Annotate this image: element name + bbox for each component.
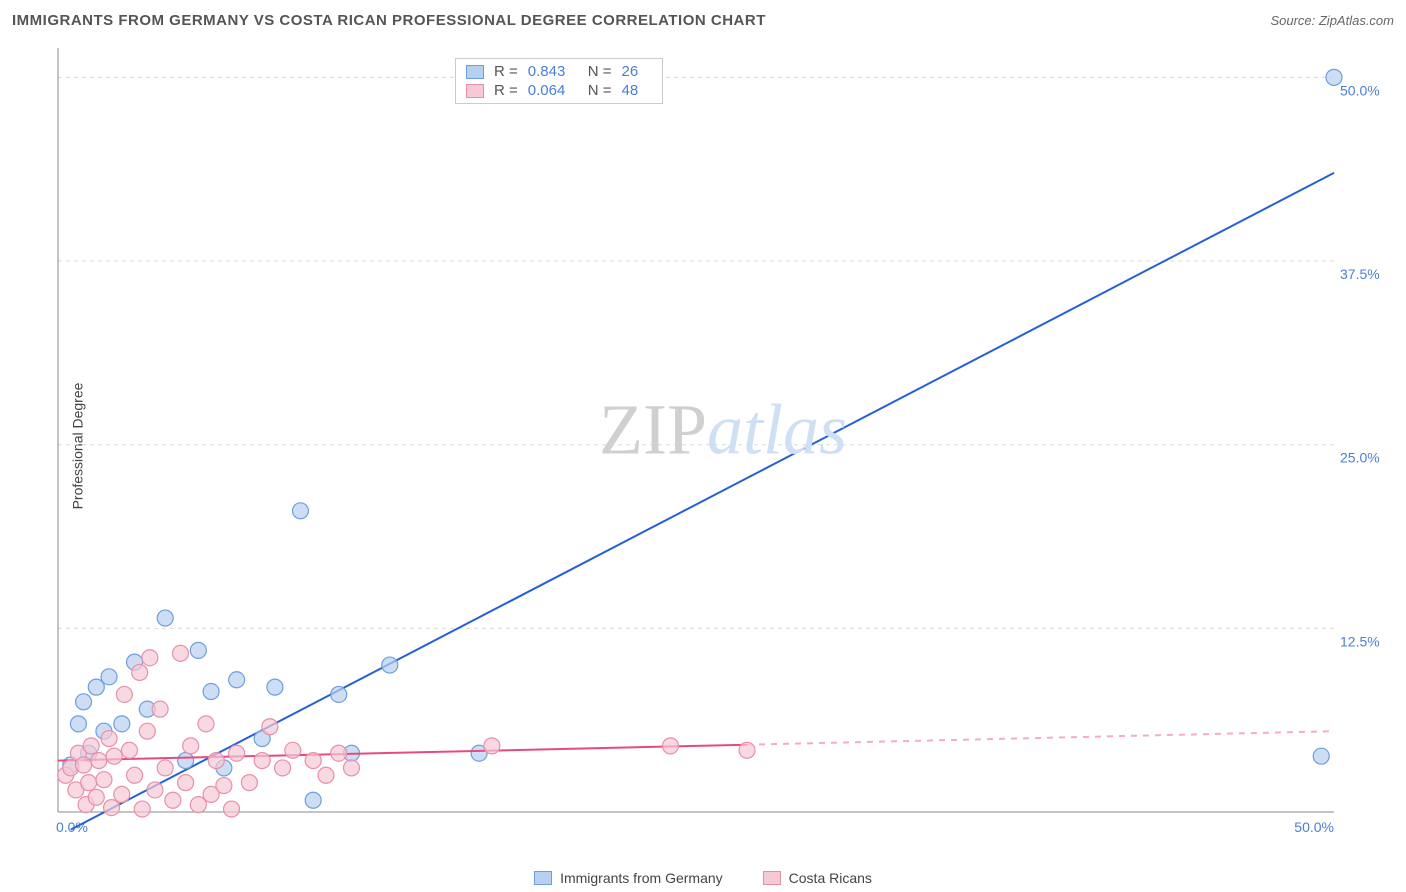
point-costa_rican <box>83 738 99 754</box>
point-costa_rican <box>96 772 112 788</box>
point-costa_rican <box>275 760 291 776</box>
legend-swatch-germany <box>466 65 484 79</box>
point-costa_rican <box>198 716 214 732</box>
point-costa_rican <box>318 767 334 783</box>
chart-header: IMMIGRANTS FROM GERMANY VS COSTA RICAN P… <box>0 0 1406 40</box>
chart-source: Source: ZipAtlas.com <box>1270 13 1394 28</box>
point-costa_rican <box>484 738 500 754</box>
legend-swatch-costa_rican <box>763 871 781 885</box>
point-costa_rican <box>183 738 199 754</box>
point-costa_rican <box>142 650 158 666</box>
point-costa_rican <box>157 760 173 776</box>
legend-label-costa_rican: Costa Ricans <box>789 870 872 886</box>
stat-n-label: N = <box>588 63 612 80</box>
chart-title: IMMIGRANTS FROM GERMANY VS COSTA RICAN P… <box>12 12 766 29</box>
point-germany <box>1313 748 1329 764</box>
point-costa_rican <box>114 786 130 802</box>
chart-svg: 12.5% 25.0% 37.5% 50.0% 0.0% 50.0% <box>50 40 1396 840</box>
point-germany <box>190 642 206 658</box>
point-costa_rican <box>739 742 755 758</box>
point-costa_rican <box>165 792 181 808</box>
point-costa_rican <box>101 731 117 747</box>
legend-label-germany: Immigrants from Germany <box>560 870 723 886</box>
stat-legend: R = 0.843 N = 26 R = 0.064 N = 48 <box>455 58 663 104</box>
x-max-label: 50.0% <box>1294 819 1334 835</box>
point-germany <box>267 679 283 695</box>
point-germany <box>292 503 308 519</box>
y-tick-label: 37.5% <box>1340 266 1380 282</box>
point-germany <box>382 657 398 673</box>
y-tick-label: 12.5% <box>1340 633 1380 649</box>
point-costa_rican <box>132 664 148 680</box>
point-germany <box>101 669 117 685</box>
point-costa_rican <box>262 719 278 735</box>
point-costa_rican <box>216 778 232 794</box>
y-tick-label: 25.0% <box>1340 450 1380 466</box>
stat-n-label: N = <box>588 82 612 99</box>
point-costa_rican <box>662 738 678 754</box>
stat-r-label: R = <box>494 63 518 80</box>
stat-r-value-costa_rican: 0.064 <box>528 82 578 99</box>
stat-n-value-costa_rican: 48 <box>622 82 652 99</box>
point-costa_rican <box>147 782 163 798</box>
point-costa_rican <box>285 742 301 758</box>
legend-item-germany: Immigrants from Germany <box>534 870 723 886</box>
point-costa_rican <box>139 723 155 739</box>
x-origin-label: 0.0% <box>56 819 88 835</box>
stat-row-germany: R = 0.843 N = 26 <box>466 63 652 80</box>
point-germany <box>203 684 219 700</box>
stat-r-label: R = <box>494 82 518 99</box>
point-costa_rican <box>224 801 240 817</box>
stat-row-costa_rican: R = 0.064 N = 48 <box>466 82 652 99</box>
point-costa_rican <box>81 775 97 791</box>
regression-line-costa_rican-extrapolated <box>747 731 1334 745</box>
point-costa_rican <box>127 767 143 783</box>
point-germany <box>114 716 130 732</box>
point-costa_rican <box>88 789 104 805</box>
point-germany <box>331 686 347 702</box>
point-costa_rican <box>178 775 194 791</box>
point-costa_rican <box>241 775 257 791</box>
point-costa_rican <box>116 686 132 702</box>
point-costa_rican <box>152 701 168 717</box>
source-prefix: Source: <box>1270 13 1318 28</box>
point-germany <box>229 672 245 688</box>
point-costa_rican <box>208 753 224 769</box>
point-costa_rican <box>76 757 92 773</box>
point-germany <box>70 716 86 732</box>
point-germany <box>76 694 92 710</box>
legend-item-costa_rican: Costa Ricans <box>763 870 872 886</box>
point-germany <box>305 792 321 808</box>
regression-line-costa_rican <box>58 745 747 761</box>
legend-swatch-germany <box>534 871 552 885</box>
point-costa_rican <box>121 742 137 758</box>
chart-plot-area: 12.5%25.0%37.5%50.0%0.0%50.0% ZIPatlas <box>50 40 1396 852</box>
stat-r-value-germany: 0.843 <box>528 63 578 80</box>
point-germany <box>157 610 173 626</box>
series-legend: Immigrants from Germany Costa Ricans <box>0 870 1406 886</box>
point-costa_rican <box>104 800 120 816</box>
point-costa_rican <box>91 753 107 769</box>
point-costa_rican <box>134 801 150 817</box>
point-germany <box>178 753 194 769</box>
legend-swatch-costa_rican <box>466 84 484 98</box>
source-name: ZipAtlas.com <box>1319 13 1394 28</box>
point-costa_rican <box>254 753 270 769</box>
y-tick-label: 50.0% <box>1340 82 1380 98</box>
point-costa_rican <box>331 745 347 761</box>
point-costa_rican <box>305 753 321 769</box>
point-costa_rican <box>229 745 245 761</box>
point-costa_rican <box>343 760 359 776</box>
point-germany <box>1326 69 1342 85</box>
stat-n-value-germany: 26 <box>622 63 652 80</box>
point-costa_rican <box>172 645 188 661</box>
point-costa_rican <box>106 748 122 764</box>
